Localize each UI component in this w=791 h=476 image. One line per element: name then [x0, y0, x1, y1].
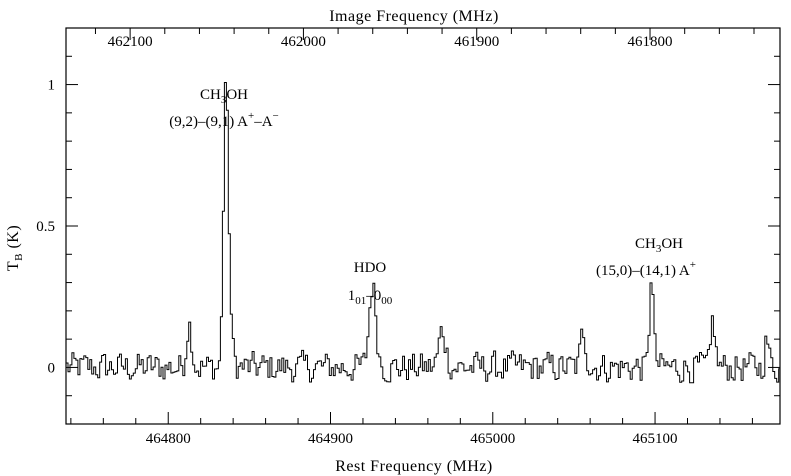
annotation-hdo-transition: 101–000: [348, 288, 393, 307]
y-tick-label: 1: [48, 78, 56, 94]
tick-marks: [66, 27, 780, 425]
top-tick-label: 462100: [108, 34, 153, 50]
x-tick-label: 465000: [470, 431, 515, 447]
a1-sup1: +: [248, 110, 254, 122]
top-axis-title: Image Frequency (MHz): [329, 8, 499, 25]
annotation-ch3oh-2-species: CH3OH: [635, 236, 683, 255]
a2-dash: –0: [365, 288, 381, 304]
a3-post: OH: [661, 236, 683, 252]
a1-post: OH: [226, 87, 248, 103]
spectrum-series: [66, 82, 780, 384]
top-tick-label: 461800: [628, 34, 673, 50]
annotation-ch3oh-1-species: CH3OH: [200, 87, 248, 106]
a3-pre: CH: [635, 236, 656, 252]
a2-t1sub: 01: [355, 295, 366, 307]
y-axis-title-unit: (K): [5, 225, 22, 253]
x-tick-label: 464900: [308, 431, 353, 447]
a1-trans: (9,2)–(9,1) A: [169, 114, 248, 130]
annotation-ch3oh-2-transition: (15,0)–(14,1) A+: [596, 259, 696, 279]
y-tick-label: 0.5: [36, 219, 55, 235]
y-tick-label: 0: [48, 360, 56, 376]
annotation-ch3oh-1-transition: (9,2)–(9,1) A+–A−: [169, 110, 279, 130]
x-axis-title: Rest Frequency (MHz): [335, 458, 493, 475]
spectrum-line: [66, 82, 780, 384]
tick-labels: 464800 464900 465000 465100 462100 462000 4619…: [36, 34, 678, 447]
a1-sup2: −: [273, 110, 279, 122]
plot-frame: [65, 27, 781, 425]
a3-trans: (15,0)–(14,1) A: [596, 263, 690, 279]
x-tick-label: 465100: [633, 431, 678, 447]
top-tick-label: 461900: [454, 34, 499, 50]
a3-sub: 3: [656, 243, 662, 255]
x-tick-label: 464800: [146, 431, 191, 447]
a2-t1: 1: [348, 288, 356, 304]
y-axis-title: TB (K): [5, 225, 25, 271]
a2-t2sub: 00: [381, 295, 393, 307]
annotation-hdo-species: HDO: [354, 260, 387, 276]
y-axis-title-main: T: [5, 261, 22, 271]
top-tick-label: 462000: [281, 34, 326, 50]
a1-mid: –A: [253, 114, 273, 130]
a1-pre: CH: [200, 87, 221, 103]
a1-sub: 3: [221, 94, 227, 106]
y-axis-title-sub: B: [13, 253, 25, 261]
a3-sup1: +: [690, 259, 696, 271]
